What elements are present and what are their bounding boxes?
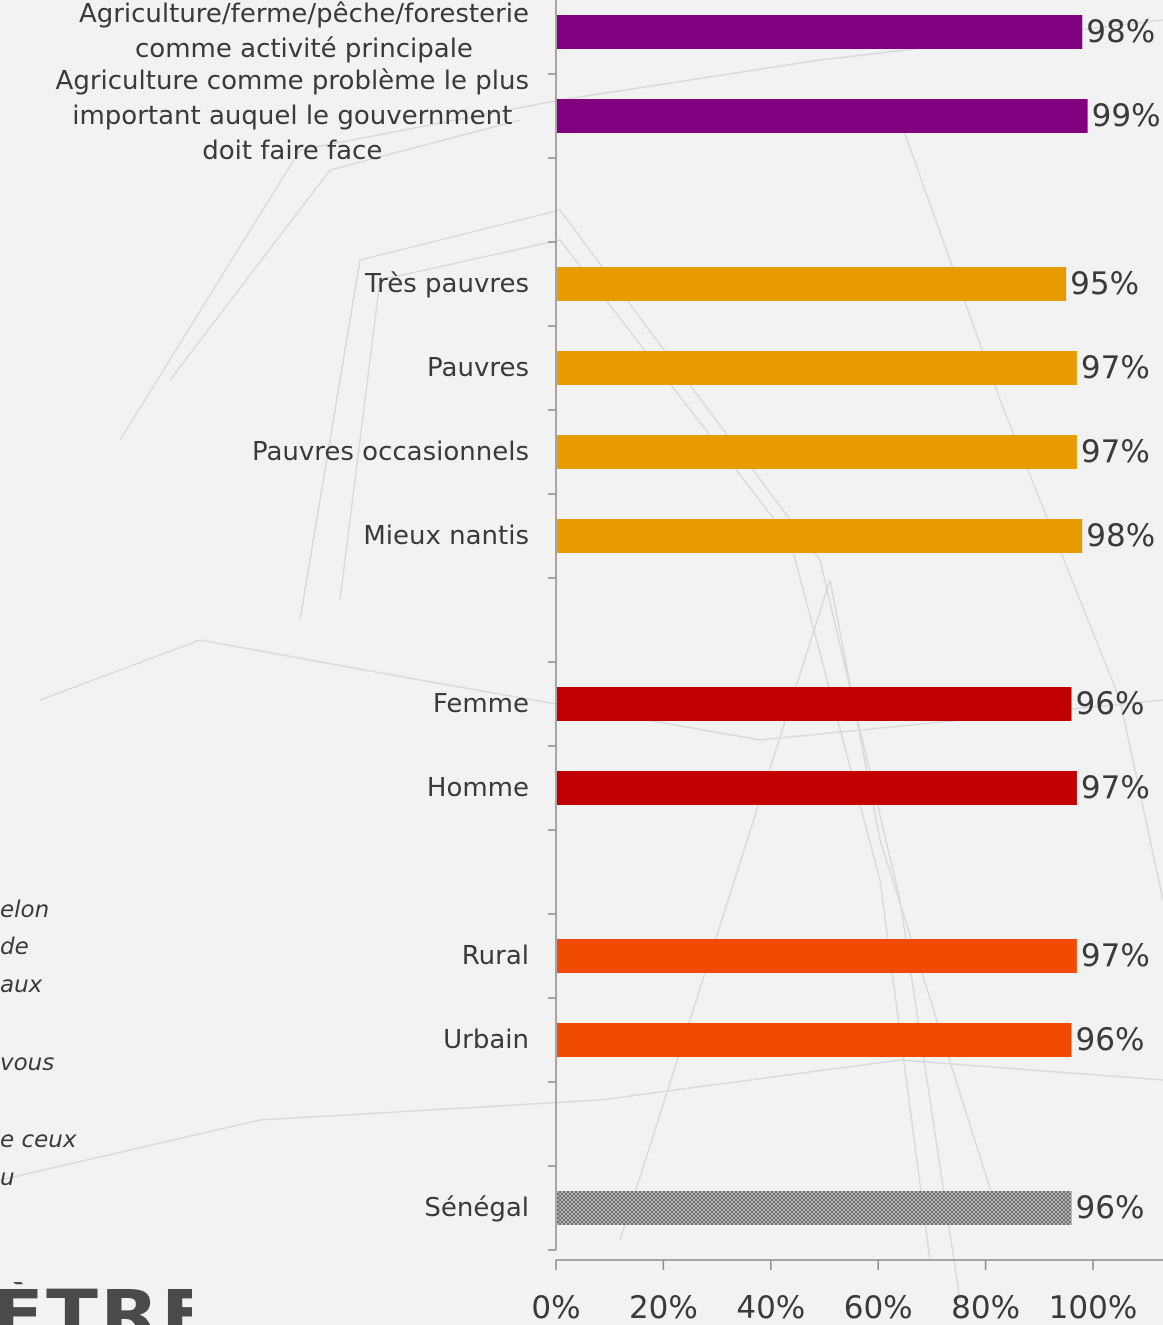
data-label: 98% bbox=[1086, 14, 1156, 50]
category-label: Mieux nantis bbox=[363, 520, 529, 551]
data-label: 98% bbox=[1086, 518, 1156, 554]
bar bbox=[557, 1023, 1072, 1057]
data-label: 97% bbox=[1080, 938, 1150, 974]
category-label: Agriculture comme problème le plus import… bbox=[55, 65, 529, 166]
category-label: Femme bbox=[432, 688, 529, 719]
data-label: 95% bbox=[1070, 266, 1140, 302]
bar bbox=[557, 1191, 1072, 1225]
category-label: Pauvres occasionnels bbox=[251, 436, 529, 467]
x-tick-label: 40% bbox=[736, 1290, 806, 1325]
x-tick-label: 0% bbox=[531, 1290, 581, 1325]
bar bbox=[557, 939, 1077, 973]
side-text-fragment: elon bbox=[0, 897, 50, 923]
side-text-fragment: de bbox=[0, 934, 29, 960]
data-label: 97% bbox=[1080, 350, 1150, 386]
data-label: 96% bbox=[1075, 686, 1145, 722]
x-tick-label: 60% bbox=[843, 1290, 913, 1325]
bar bbox=[557, 435, 1077, 469]
side-text-fragment: u bbox=[0, 1165, 15, 1191]
bar bbox=[557, 687, 1072, 721]
side-text-fragment: e ceux bbox=[0, 1127, 77, 1153]
x-tick-label: 80% bbox=[951, 1290, 1021, 1325]
bar bbox=[557, 99, 1088, 133]
data-label: 99% bbox=[1091, 98, 1161, 134]
category-label: Homme bbox=[426, 772, 529, 803]
side-text-fragment: vous bbox=[0, 1050, 55, 1076]
data-label: 97% bbox=[1080, 434, 1150, 470]
data-label: 96% bbox=[1075, 1022, 1145, 1058]
bar bbox=[557, 15, 1083, 49]
x-tick-label: 100% bbox=[1048, 1290, 1138, 1325]
category-label: Pauvres bbox=[427, 352, 529, 383]
logo-text: ÈTRE bbox=[0, 1282, 192, 1325]
logo-fragment: ÈTRE bbox=[0, 1282, 192, 1325]
category-label: Rural bbox=[461, 940, 529, 971]
category-label: Urbain bbox=[443, 1024, 529, 1055]
bar bbox=[557, 351, 1077, 385]
x-tick-label: 20% bbox=[628, 1290, 698, 1325]
data-label: 96% bbox=[1075, 1190, 1145, 1226]
category-label: Très pauvres bbox=[365, 268, 529, 299]
bar bbox=[557, 519, 1083, 553]
category-label: Agriculture/ferme/pêche/foresterie comme … bbox=[78, 0, 529, 64]
bar bbox=[557, 771, 1077, 805]
side-text-fragment: aux bbox=[0, 972, 43, 998]
data-label: 97% bbox=[1080, 770, 1150, 806]
bar bbox=[557, 267, 1067, 301]
category-label: Sénégal bbox=[424, 1192, 529, 1223]
